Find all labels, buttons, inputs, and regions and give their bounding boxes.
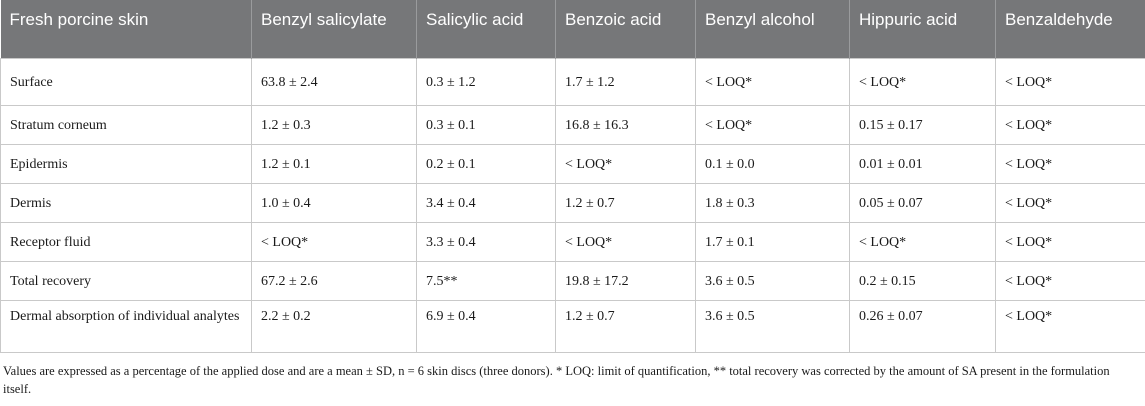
table-cell: 0.1 ± 0.0	[695, 144, 850, 184]
table-cell: < LOQ*	[995, 300, 1145, 353]
table-row: Epidermis 1.2 ± 0.1 0.2 ± 0.1 < LOQ* 0.1…	[0, 144, 1145, 184]
table-row: Surface 63.8 ± 2.4 0.3 ± 1.2 1.7 ± 1.2 <…	[0, 58, 1145, 106]
table-cell: 0.2 ± 0.1	[416, 144, 556, 184]
row-label-cell: Dermis	[0, 183, 252, 223]
table-cell: 3.3 ± 0.4	[416, 222, 556, 262]
table-cell: < LOQ*	[995, 261, 1145, 301]
table-cell: < LOQ*	[695, 105, 850, 145]
table-cell: 1.8 ± 0.3	[695, 183, 850, 223]
table-cell: 19.8 ± 17.2	[555, 261, 696, 301]
table-cell: < LOQ*	[251, 222, 417, 262]
row-label-cell: Receptor fluid	[0, 222, 252, 262]
table-cell: 1.7 ± 0.1	[695, 222, 850, 262]
table-cell: < LOQ*	[555, 222, 696, 262]
table-cell: < LOQ*	[995, 105, 1145, 145]
table-footnote: Values are expressed as a percentage of …	[3, 364, 1110, 396]
table-cell: 0.15 ± 0.17	[849, 105, 996, 145]
row-label-cell: Stratum corneum	[0, 105, 252, 145]
table-cell: 1.2 ± 0.3	[251, 105, 417, 145]
table-cell: 1.0 ± 0.4	[251, 183, 417, 223]
table-cell: 0.2 ± 0.15	[849, 261, 996, 301]
table-cell: 6.9 ± 0.4	[416, 300, 556, 353]
table-cell: 1.2 ± 0.1	[251, 144, 417, 184]
table-cell: 0.05 ± 0.07	[849, 183, 996, 223]
table-cell: 16.8 ± 16.3	[555, 105, 696, 145]
table-cell: 0.01 ± 0.01	[849, 144, 996, 184]
table-cell: 0.3 ± 0.1	[416, 105, 556, 145]
table-cell: < LOQ*	[995, 58, 1145, 106]
row-label-cell: Epidermis	[0, 144, 252, 184]
row-label-cell: Dermal absorption of individual analytes	[0, 300, 252, 353]
table-row: Dermis 1.0 ± 0.4 3.4 ± 0.4 1.2 ± 0.7 1.8…	[0, 183, 1145, 223]
table-row: Dermal absorption of individual analytes…	[0, 300, 1145, 353]
results-table-container: Fresh porcine skin Benzyl salicylate Sal…	[0, 0, 1145, 353]
table-cell: 67.2 ± 2.6	[251, 261, 417, 301]
table-cell: < LOQ*	[995, 183, 1145, 223]
table-cell: < LOQ*	[695, 58, 850, 106]
table-cell: 3.4 ± 0.4	[416, 183, 556, 223]
table-row: Total recovery 67.2 ± 2.6 7.5** 19.8 ± 1…	[0, 261, 1145, 301]
table-cell: 2.2 ± 0.2	[251, 300, 417, 353]
table-header-row: Fresh porcine skin Benzyl salicylate Sal…	[0, 0, 1145, 59]
table-cell: 7.5**	[416, 261, 556, 301]
header-cell: Salicylic acid	[416, 0, 556, 59]
header-cell: Fresh porcine skin	[0, 0, 252, 59]
row-label-cell: Surface	[0, 58, 252, 106]
table-cell: < LOQ*	[849, 222, 996, 262]
table-row: Stratum corneum 1.2 ± 0.3 0.3 ± 0.1 16.8…	[0, 105, 1145, 145]
header-cell: Benzyl alcohol	[695, 0, 850, 59]
header-cell: Benzyl salicylate	[251, 0, 417, 59]
table-cell: 1.2 ± 0.7	[555, 183, 696, 223]
table-cell: < LOQ*	[849, 58, 996, 106]
table-cell: 1.7 ± 1.2	[555, 58, 696, 106]
table-cell: 0.26 ± 0.07	[849, 300, 996, 353]
table-cell: < LOQ*	[995, 222, 1145, 262]
results-table: Fresh porcine skin Benzyl salicylate Sal…	[0, 0, 1145, 353]
table-cell: < LOQ*	[555, 144, 696, 184]
table-cell: 3.6 ± 0.5	[695, 261, 850, 301]
table-row: Receptor fluid < LOQ* 3.3 ± 0.4 < LOQ* 1…	[0, 222, 1145, 262]
header-cell: Hippuric acid	[849, 0, 996, 59]
header-cell: Benzaldehyde	[995, 0, 1145, 59]
row-label-cell: Total recovery	[0, 261, 252, 301]
table-cell: 0.3 ± 1.2	[416, 58, 556, 106]
table-cell: 3.6 ± 0.5	[695, 300, 850, 353]
table-cell: < LOQ*	[995, 144, 1145, 184]
table-cell: 1.2 ± 0.7	[555, 300, 696, 353]
header-cell: Benzoic acid	[555, 0, 696, 59]
table-cell: 63.8 ± 2.4	[251, 58, 417, 106]
